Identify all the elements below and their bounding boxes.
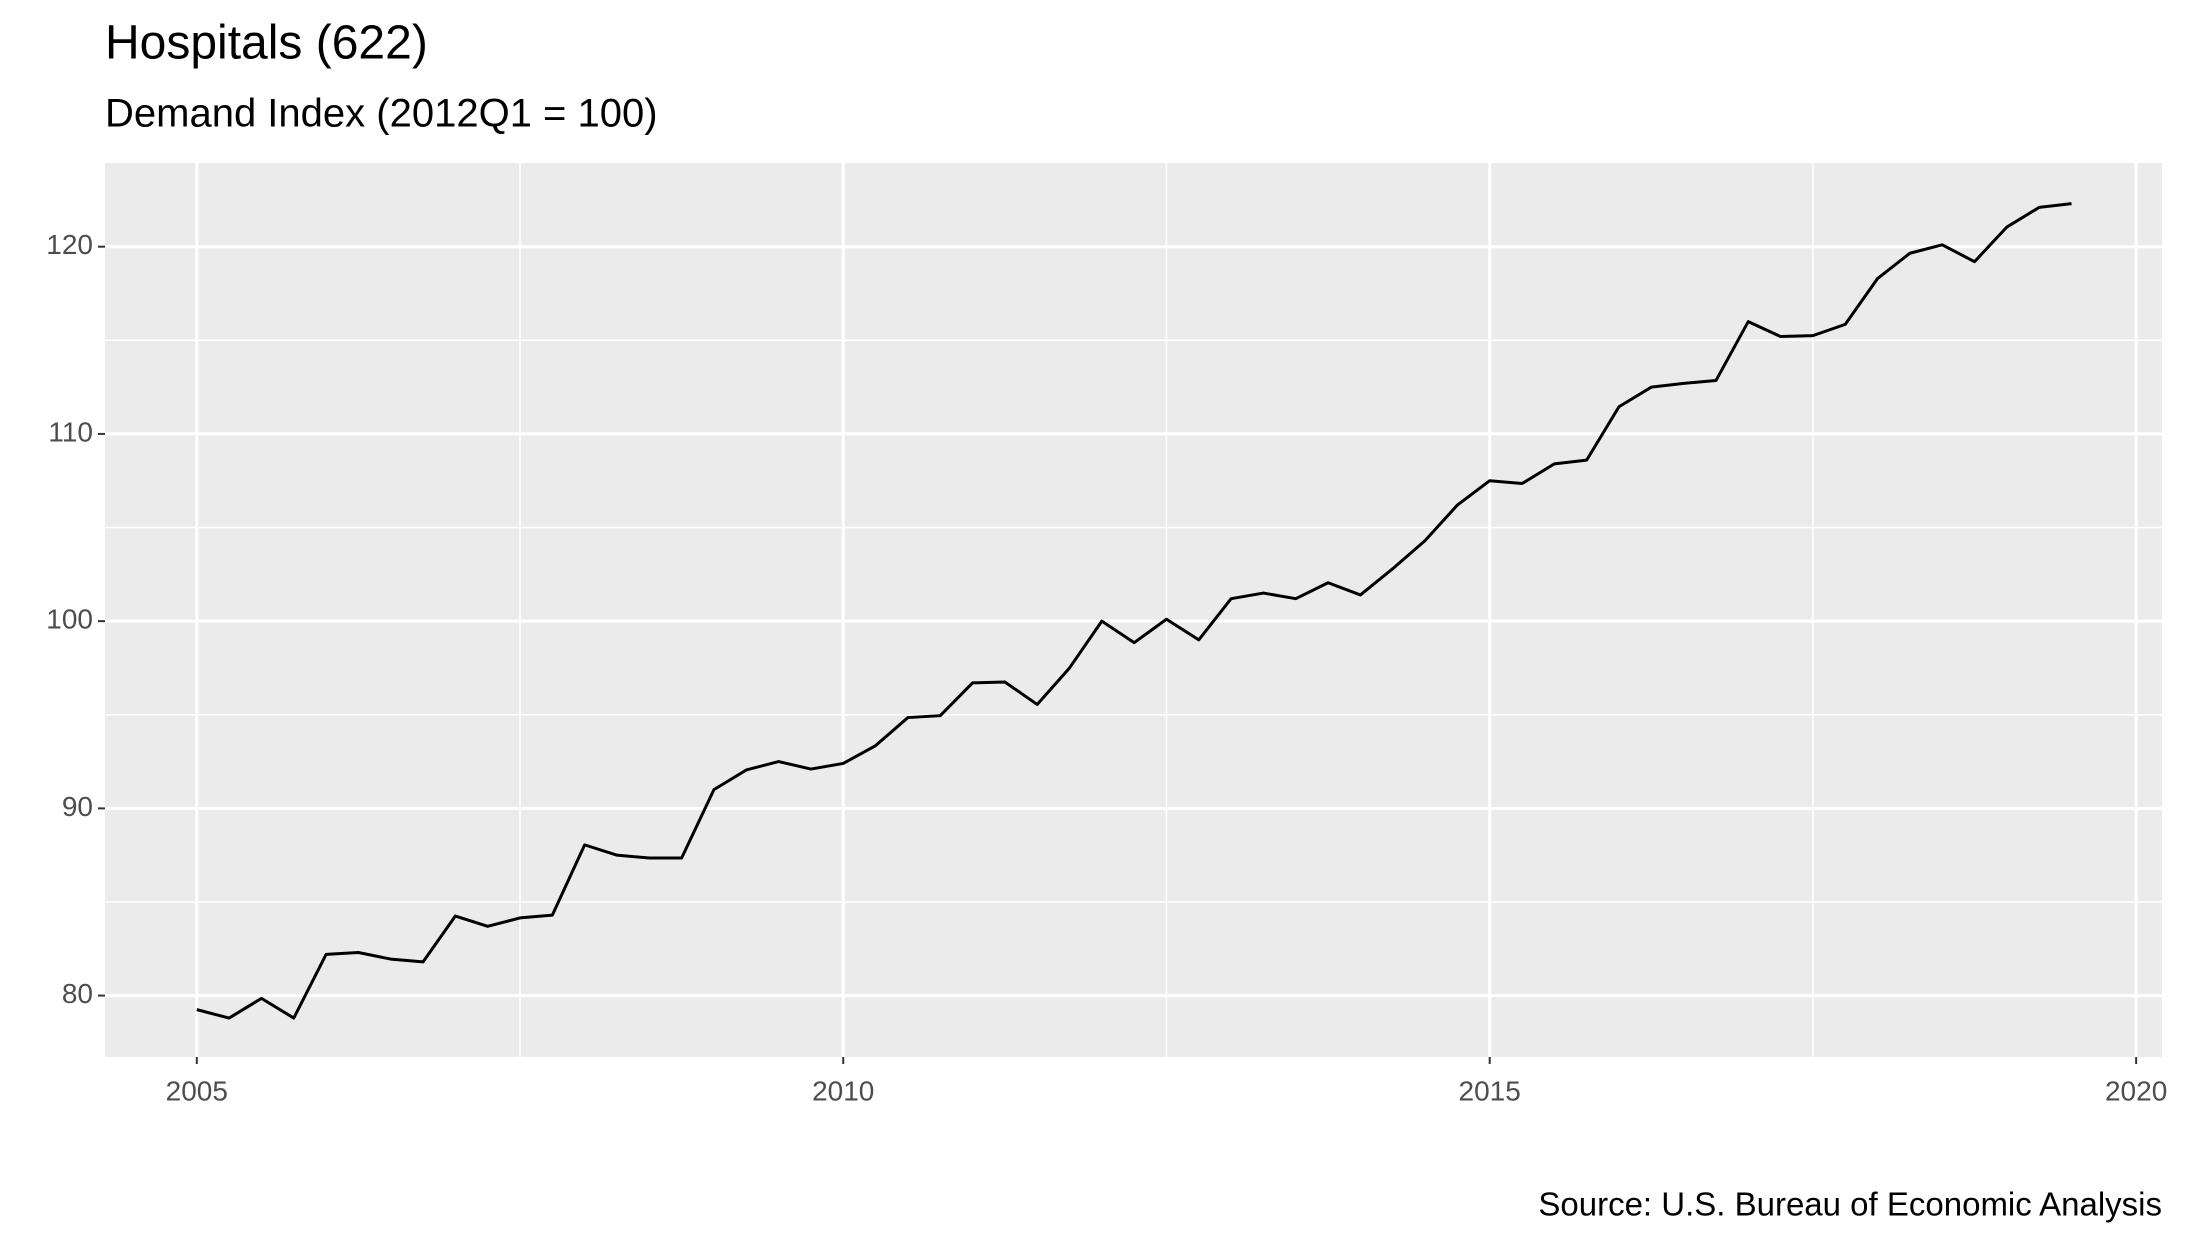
plot-panel: [105, 163, 2162, 1057]
y-tick-label: 100: [46, 604, 93, 635]
chart-title: Hospitals (622): [105, 17, 428, 70]
y-tick-label: 90: [62, 791, 93, 822]
x-tick-label: 2005: [166, 1075, 228, 1106]
x-tick-label: 2015: [1459, 1075, 1521, 1106]
x-tick-label: 2020: [2105, 1075, 2167, 1106]
y-tick-label: 80: [62, 978, 93, 1009]
y-tick-label: 120: [46, 229, 93, 260]
y-tick-label: 110: [48, 416, 93, 447]
data-line: [196, 202, 2072, 1020]
chart-subtitle: Demand Index (2012Q1 = 100): [105, 92, 658, 136]
x-tick-label: 2010: [812, 1075, 874, 1106]
source-note: Source: U.S. Bureau of Economic Analysis: [1538, 1186, 2162, 1223]
